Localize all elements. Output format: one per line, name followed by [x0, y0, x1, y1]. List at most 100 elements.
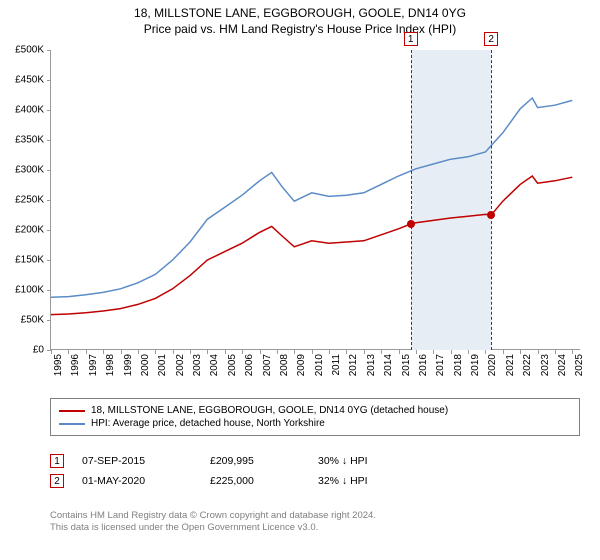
legend-row: HPI: Average price, detached house, Nort…	[59, 418, 571, 429]
sale-record-date: 01-MAY-2020	[82, 475, 192, 487]
title-block: 18, MILLSTONE LANE, EGGBOROUGH, GOOLE, D…	[0, 0, 600, 40]
x-tick-label: 2003	[192, 354, 203, 376]
x-tick-label: 2021	[505, 354, 516, 376]
y-tick-label: £450K	[0, 75, 44, 86]
y-tick-label: £150K	[0, 255, 44, 266]
x-tick-label: 2015	[401, 354, 412, 376]
y-tick-label: £50K	[0, 315, 44, 326]
x-tick-mark	[260, 350, 261, 354]
x-tick-mark	[242, 350, 243, 354]
footer-attribution: Contains HM Land Registry data © Crown c…	[50, 510, 580, 535]
y-tick-mark	[47, 140, 51, 141]
y-tick-label: £100K	[0, 285, 44, 296]
x-tick-mark	[399, 350, 400, 354]
footer-line-1: Contains HM Land Registry data © Crown c…	[50, 510, 580, 522]
y-tick-mark	[47, 50, 51, 51]
sale-record-number: 2	[50, 474, 64, 488]
x-tick-mark	[538, 350, 539, 354]
x-tick-label: 2009	[296, 354, 307, 376]
x-tick-mark	[503, 350, 504, 354]
x-tick-label: 2006	[244, 354, 255, 376]
y-tick-label: £500K	[0, 45, 44, 56]
x-tick-label: 2022	[522, 354, 533, 376]
x-tick-mark	[86, 350, 87, 354]
x-tick-mark	[277, 350, 278, 354]
y-tick-label: £350K	[0, 135, 44, 146]
x-tick-label: 2010	[314, 354, 325, 376]
x-tick-label: 2019	[470, 354, 481, 376]
y-tick-mark	[47, 230, 51, 231]
sale-record-hpi-delta: 30% ↓ HPI	[318, 455, 438, 467]
sale-marker-number: 1	[404, 32, 418, 46]
x-tick-label: 2016	[418, 354, 429, 376]
x-tick-mark	[225, 350, 226, 354]
title-subtitle: Price paid vs. HM Land Registry's House …	[0, 22, 600, 36]
x-tick-label: 2012	[348, 354, 359, 376]
x-tick-label: 1998	[105, 354, 116, 376]
x-tick-label: 1995	[53, 354, 64, 376]
x-tick-mark	[468, 350, 469, 354]
legend-text: 18, MILLSTONE LANE, EGGBOROUGH, GOOLE, D…	[91, 405, 448, 416]
x-tick-label: 2005	[227, 354, 238, 376]
y-tick-mark	[47, 80, 51, 81]
sales-table: 107-SEP-2015£209,99530% ↓ HPI201-MAY-202…	[50, 448, 580, 494]
chart-area: 12 £0£50K£100K£150K£200K£250K£300K£350K£…	[50, 50, 580, 380]
x-tick-mark	[190, 350, 191, 354]
x-tick-mark	[312, 350, 313, 354]
x-tick-label: 2025	[574, 354, 585, 376]
legend-text: HPI: Average price, detached house, Nort…	[91, 418, 325, 429]
sale-record-price: £225,000	[210, 475, 300, 487]
sale-marker-number: 2	[484, 32, 498, 46]
x-tick-label: 1997	[88, 354, 99, 376]
footer-line-2: This data is licensed under the Open Gov…	[50, 522, 580, 534]
x-tick-mark	[451, 350, 452, 354]
x-tick-label: 2004	[209, 354, 220, 376]
y-tick-label: £400K	[0, 105, 44, 116]
y-tick-label: £250K	[0, 195, 44, 206]
sale-marker-line	[411, 50, 412, 350]
sale-record-price: £209,995	[210, 455, 300, 467]
y-tick-mark	[47, 260, 51, 261]
x-tick-mark	[173, 350, 174, 354]
x-tick-label: 1996	[70, 354, 81, 376]
x-tick-label: 1999	[123, 354, 134, 376]
y-tick-mark	[47, 320, 51, 321]
x-tick-mark	[138, 350, 139, 354]
y-tick-mark	[47, 200, 51, 201]
sale-dot	[407, 220, 415, 228]
legend-row: 18, MILLSTONE LANE, EGGBOROUGH, GOOLE, D…	[59, 405, 571, 416]
x-tick-label: 2023	[540, 354, 551, 376]
x-tick-label: 2017	[435, 354, 446, 376]
x-tick-label: 2002	[175, 354, 186, 376]
y-tick-label: £200K	[0, 225, 44, 236]
legend-swatch	[59, 423, 85, 425]
x-tick-mark	[364, 350, 365, 354]
x-tick-label: 2014	[383, 354, 394, 376]
x-tick-label: 2013	[366, 354, 377, 376]
y-tick-mark	[47, 110, 51, 111]
page-container: 18, MILLSTONE LANE, EGGBOROUGH, GOOLE, D…	[0, 0, 600, 560]
x-tick-mark	[555, 350, 556, 354]
x-tick-label: 2008	[279, 354, 290, 376]
x-tick-label: 2018	[453, 354, 464, 376]
x-tick-mark	[381, 350, 382, 354]
series-line-property	[51, 176, 572, 315]
y-tick-label: £0	[0, 345, 44, 356]
y-tick-mark	[47, 170, 51, 171]
sale-record-hpi-delta: 32% ↓ HPI	[318, 475, 438, 487]
x-tick-label: 2020	[487, 354, 498, 376]
x-tick-mark	[51, 350, 52, 354]
legend-box: 18, MILLSTONE LANE, EGGBOROUGH, GOOLE, D…	[50, 398, 580, 436]
sale-dot	[487, 211, 495, 219]
sale-marker-line	[491, 50, 492, 350]
x-tick-label: 2024	[557, 354, 568, 376]
x-tick-label: 2011	[331, 354, 342, 376]
sale-record-row: 107-SEP-2015£209,99530% ↓ HPI	[50, 454, 580, 468]
x-tick-label: 2000	[140, 354, 151, 376]
series-line-hpi	[51, 98, 572, 297]
x-tick-mark	[103, 350, 104, 354]
x-tick-mark	[416, 350, 417, 354]
legend-swatch	[59, 410, 85, 412]
sale-record-row: 2 01-MAY-2020 £225,000 32% ↓ HPI	[50, 474, 580, 488]
plot-region: 12	[50, 50, 580, 350]
